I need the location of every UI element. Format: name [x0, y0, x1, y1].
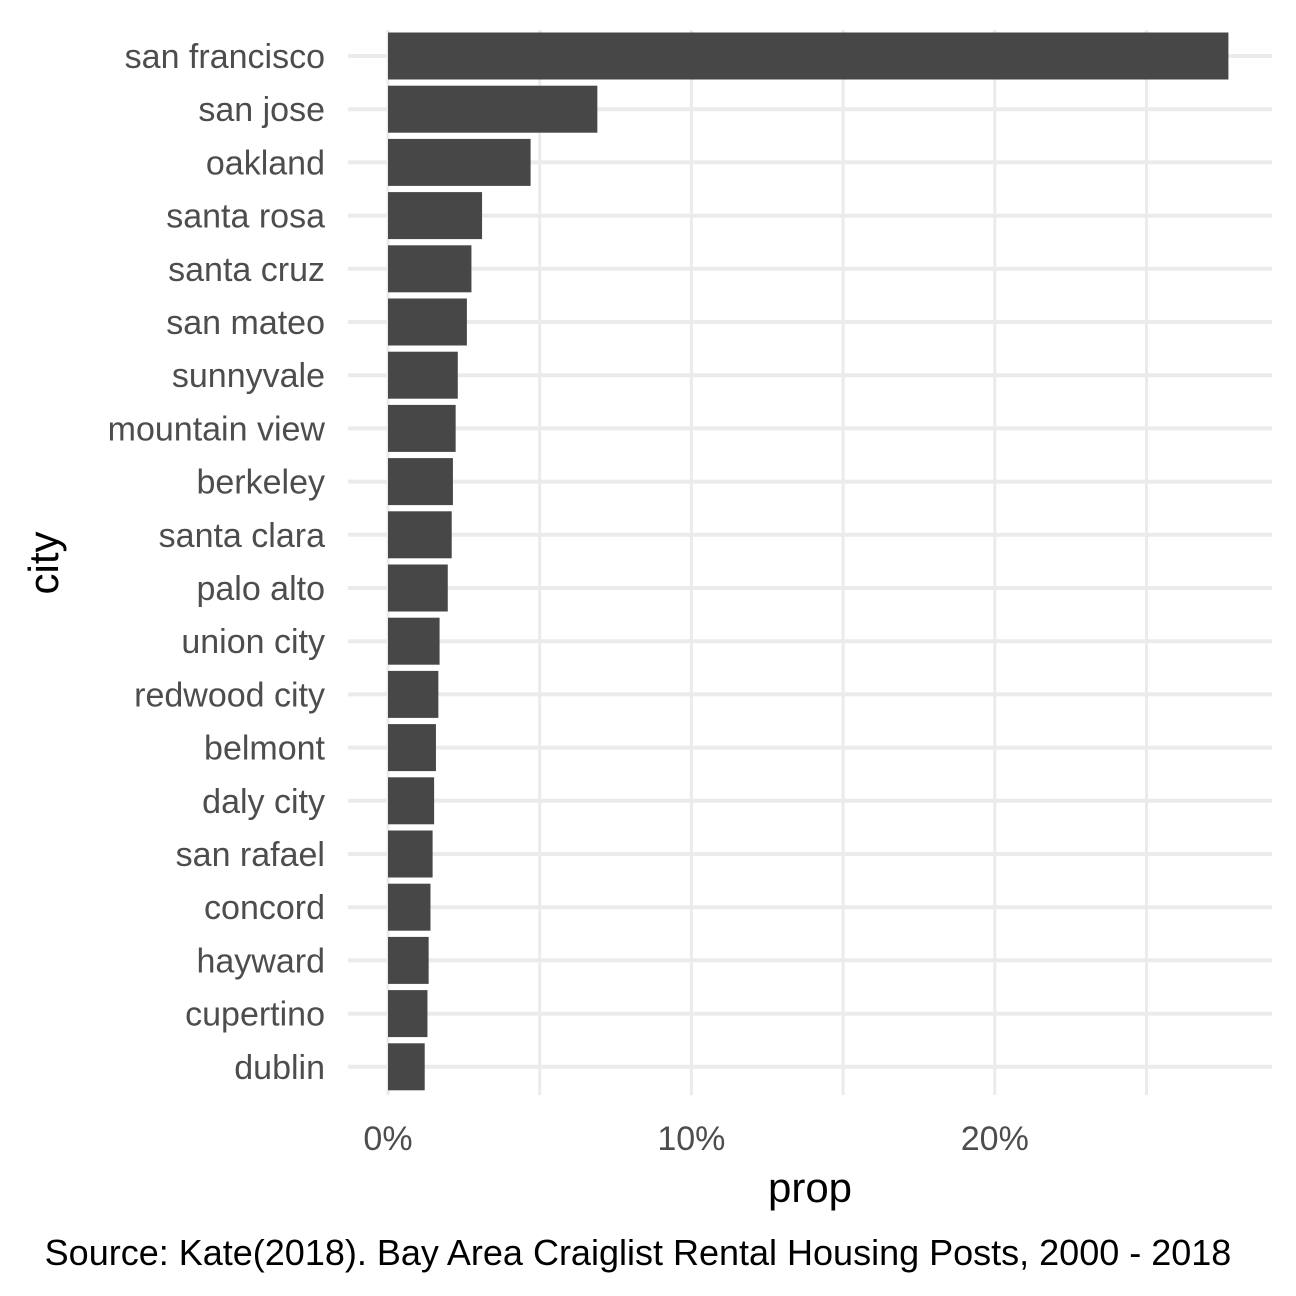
- y-tick-label: berkeley: [196, 464, 325, 502]
- x-tick-label: 10%: [657, 1120, 725, 1158]
- bar-redwood-city: [388, 670, 439, 718]
- bar-hayward: [388, 936, 429, 984]
- bar-cupertino: [388, 990, 428, 1038]
- bars: [388, 32, 1229, 1091]
- bar-belmont: [388, 724, 436, 772]
- bar-san-jose: [388, 85, 598, 133]
- bar-santa-rosa: [388, 192, 483, 240]
- y-tick-label: santa rosa: [166, 198, 325, 236]
- y-tick-label: santa cruz: [168, 251, 325, 289]
- y-tick-label: palo alto: [196, 570, 325, 608]
- x-tick-label: 20%: [961, 1120, 1029, 1158]
- grid-lines: [348, 30, 1272, 1095]
- bar-oakland: [388, 138, 531, 186]
- y-tick-label: san mateo: [166, 304, 325, 342]
- x-tick-label: 0%: [363, 1120, 412, 1158]
- y-tick-label: belmont: [204, 730, 326, 768]
- y-tick-label: hayward: [196, 942, 325, 980]
- bar-san-francisco: [388, 32, 1229, 80]
- bar-concord: [388, 883, 431, 931]
- y-tick-label: san francisco: [125, 38, 325, 76]
- chart-caption: Source: Kate(2018). Bay Area Craiglist R…: [45, 1232, 1232, 1273]
- y-tick-label: dublin: [234, 1049, 325, 1087]
- y-tick-label: santa clara: [159, 517, 325, 555]
- bar-mountain-view: [388, 404, 456, 452]
- y-tick-label: concord: [204, 889, 325, 927]
- bar-palo-alto: [388, 564, 448, 612]
- y-tick-label: sunnyvale: [172, 357, 325, 395]
- y-tick-label: redwood city: [134, 676, 325, 714]
- bar-berkeley: [388, 458, 453, 506]
- y-tick-label: san jose: [198, 91, 325, 129]
- bar-daly-city: [388, 777, 435, 825]
- y-tick-label: daly city: [202, 783, 325, 821]
- y-tick-label: mountain view: [108, 410, 326, 448]
- y-tick-labels: san francisco san jose oakland santa rosa sa…: [108, 38, 326, 1087]
- y-tick-label: san rafael: [176, 836, 325, 874]
- y-tick-label: oakland: [206, 144, 325, 182]
- bar-union-city: [388, 617, 440, 665]
- y-tick-label: union city: [181, 623, 325, 661]
- bar-san-mateo: [388, 298, 467, 346]
- x-tick-labels: 0% 10% 20%: [363, 1120, 1028, 1158]
- bar-santa-cruz: [388, 245, 472, 293]
- y-tick-label: cupertino: [185, 996, 325, 1034]
- bar-sunnyvale: [388, 351, 458, 399]
- y-axis-title: city: [20, 532, 67, 595]
- bar-santa-clara: [388, 511, 452, 559]
- bar-san-rafael: [388, 830, 433, 878]
- bar-dublin: [388, 1043, 425, 1091]
- x-axis-title: prop: [768, 1164, 852, 1211]
